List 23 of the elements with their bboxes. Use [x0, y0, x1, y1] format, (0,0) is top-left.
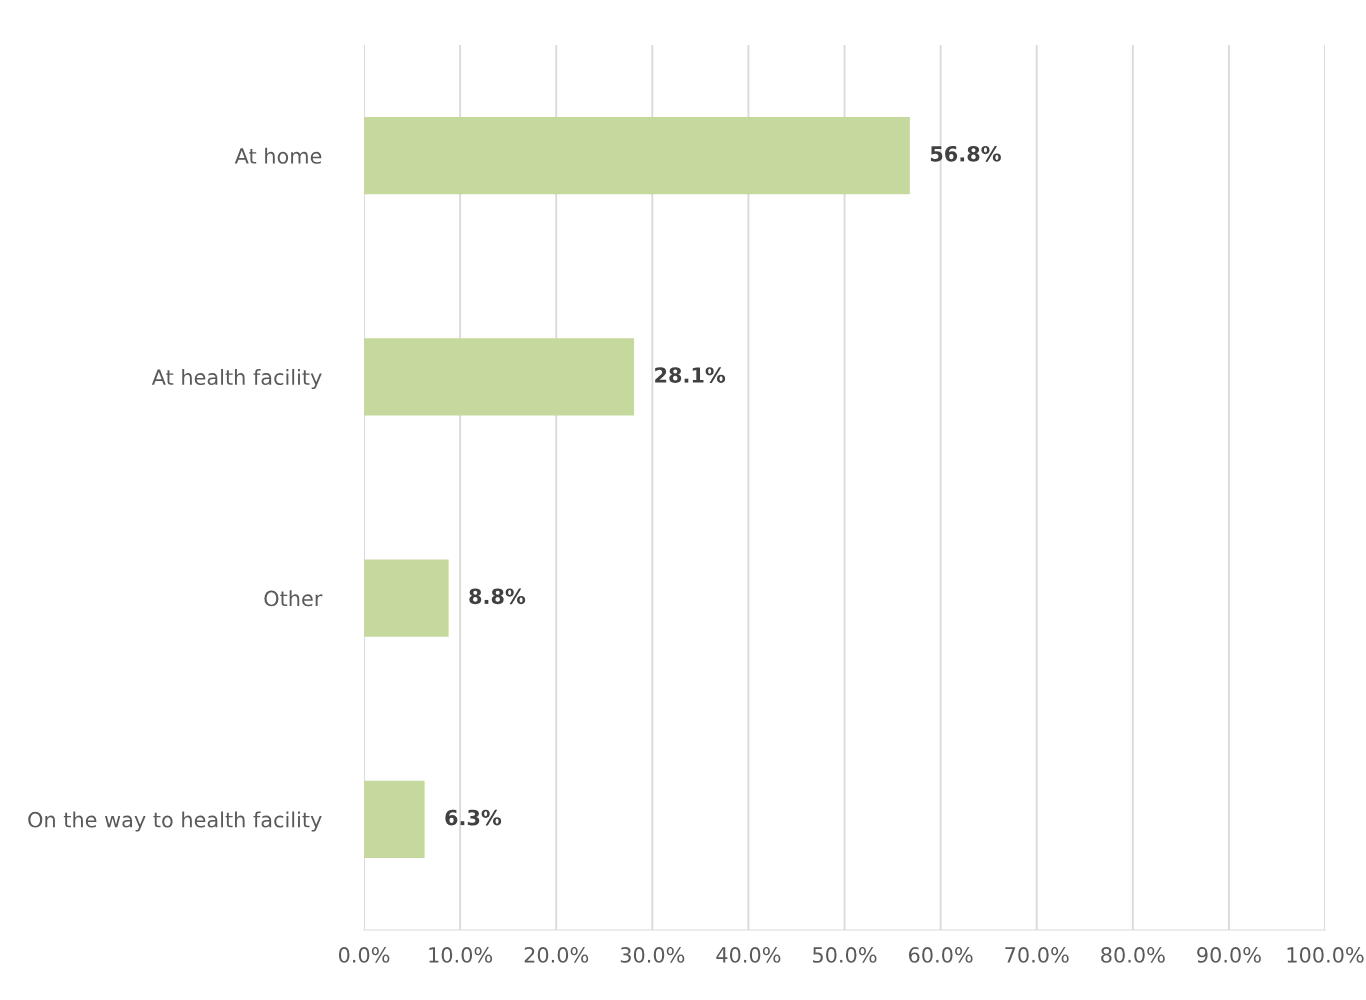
data-label: 8.8% — [469, 588, 526, 605]
y-tick-label: At health facility — [151, 368, 322, 390]
x-tick-label: 80.0% — [1101, 947, 1165, 963]
bar — [364, 338, 635, 416]
bar — [364, 780, 425, 859]
x-tick-label: 10.0% — [429, 947, 493, 963]
x-tick-label: 60.0% — [908, 947, 973, 963]
x-tick-label: 100.0% — [1287, 947, 1364, 963]
x-tick-label: 40.0% — [716, 947, 781, 963]
y-tick-label: On the way to health facility — [28, 811, 322, 832]
x-tick-label: 0.0% — [338, 947, 390, 963]
x-tick-label: 20.0% — [524, 947, 589, 963]
x-tick-label: 90.0% — [1197, 947, 1261, 963]
y-tick-label: Other — [264, 590, 323, 607]
x-tick-label: 70.0% — [1005, 947, 1069, 963]
data-label: 6.3% — [445, 809, 502, 826]
y-tick-label: At home — [234, 147, 322, 164]
x-tick-label: 30.0% — [620, 947, 685, 963]
data-label: 56.8% — [930, 145, 1001, 162]
bar — [364, 559, 449, 637]
bar — [364, 116, 910, 195]
x-tick-label: 50.0% — [813, 947, 877, 963]
data-label: 28.1% — [655, 367, 726, 383]
